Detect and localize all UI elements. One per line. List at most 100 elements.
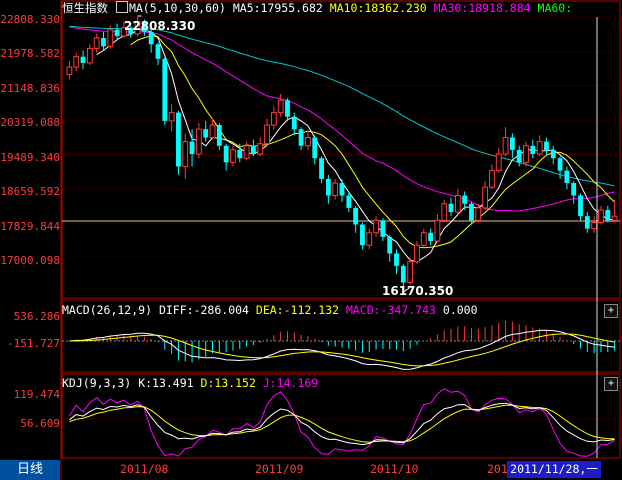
kdj-panel-header: KDJ(9,3,3) K:13.491 D:13.152 J:14.169 [62,376,318,390]
candle-body [312,137,318,159]
macd-value: MACD:-347.743 [345,303,436,317]
candle-body [155,44,161,59]
candle-body [366,232,373,246]
candle-body [114,29,120,36]
kdj-expand-button[interactable]: + [604,377,618,391]
macd-axis-tick: 536.286 [13,310,60,323]
low-annotation: 16170.350 [382,284,454,298]
cursor-date-label: 2011/11/28,一 [507,461,601,478]
candle-body [407,261,414,283]
ma10-line [130,35,615,249]
price-panel-header: 恒生指数 MA(5,10,30,60) MA5:17955.682 MA10:1… [62,1,572,15]
candle-body [373,219,379,234]
candle-body [387,236,393,254]
candle-body [591,221,598,230]
period-tab-daily[interactable]: 日线 [0,460,60,480]
ma10-value: MA10:18362.230 [329,1,427,15]
candle-body [121,27,127,37]
macd-diff-line [69,329,615,370]
kdj-axis-tick: 56.609 [20,417,60,430]
candle-body [495,153,502,172]
ma30-line [69,26,615,212]
candle-body [325,178,331,196]
candle-body [516,149,522,163]
candle-body [237,149,243,159]
ma60-line [69,25,615,187]
candle-body [400,265,406,283]
price-panel-frame [61,0,621,299]
kdj-j-line [68,388,615,457]
ma-params[interactable]: MA(5,10,30,60) [128,1,226,15]
candle-body [264,124,270,145]
candle-body [454,194,461,213]
candle-body [223,145,229,163]
candle-body [598,209,604,223]
kdj-k: K:13.491 [138,376,194,390]
candle-body [360,224,365,246]
candle-body [332,182,339,196]
candle-body [230,149,236,163]
candle-body [176,112,181,167]
price-axis-tick: 20319.088 [0,116,60,129]
chart-type-icon[interactable] [115,1,128,13]
candle-body [257,143,264,155]
kdj-k-line [69,402,615,446]
candle-body [469,203,474,221]
kdj-d: D:13.152 [200,376,256,390]
candle-body [270,112,277,126]
candle-body [571,183,577,196]
ma60-value: MA60: [537,1,573,15]
candle-body [128,27,134,34]
x-axis-tick: 2011/10 [370,462,419,476]
macd-diff: DIFF:-286.004 [158,303,249,317]
candle-body [489,170,495,188]
candle-body [536,141,543,155]
candle-body [189,141,195,155]
high-annotation: 22808.330 [124,19,196,33]
macd-dea-line [69,333,615,367]
candle-body [305,136,311,147]
candle-body [162,58,168,121]
ma5-value: MA5:17955.682 [232,1,323,15]
candle-body [420,232,427,246]
candle-body [509,137,515,150]
candle-body [73,56,80,68]
candle-body [441,203,448,221]
candle-body [394,253,399,266]
candle-body [578,195,583,217]
candle-body [611,215,618,221]
macd-expand-button[interactable]: + [604,304,618,318]
candle-body [141,21,147,32]
candle-body [195,128,202,155]
price-axis-tick: 18659.592 [0,185,60,198]
macd-dea: DEA:-112.132 [255,303,339,317]
candle-body [605,209,611,221]
candle-body [107,29,114,47]
candle-body [101,38,106,47]
x-axis-tick: 2011/09 [255,462,304,476]
price-axis-tick: 21148.836 [0,82,60,95]
index-name[interactable]: 恒生指数 [62,1,108,15]
candle-body [243,145,250,159]
candle-body [584,216,590,229]
candle-body [523,145,529,163]
candle-body [353,207,359,225]
macd-zero: 0.000 [442,303,478,317]
kdj-params[interactable]: KDJ(9,3,3) [62,376,132,390]
candle-body [277,99,284,114]
price-axis-tick: 22808.330 [0,13,60,26]
candle-body [298,129,304,146]
candle-body [339,183,345,196]
price-axis-tick: 17829.844 [0,220,60,233]
price-axis-tick: 17000.098 [0,254,60,267]
candle-body [182,141,189,167]
x-axis-tick: 2011/08 [120,462,169,476]
macd-panel-header: MACD(26,12,9) DIFF:-286.004 DEA:-112.132… [62,303,478,317]
macd-params[interactable]: MACD(26,12,9) [62,303,153,317]
candle-body [544,141,549,150]
macd-panel-frame [61,299,621,373]
low-pointer [403,287,410,293]
candle-body [93,37,100,49]
candle-body [80,56,86,63]
